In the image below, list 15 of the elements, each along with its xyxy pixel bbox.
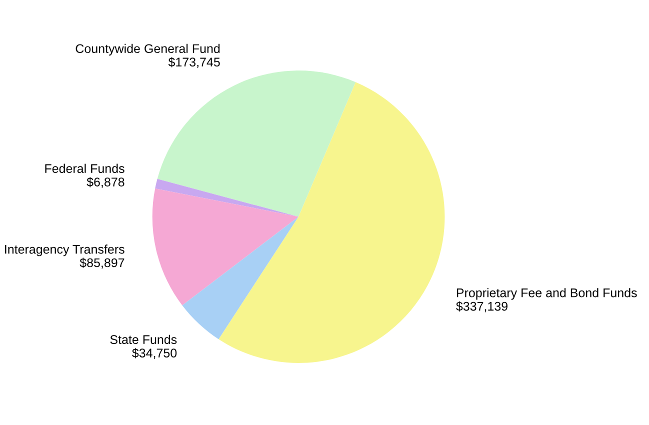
pie-slice: [157, 70, 356, 217]
pie-slice: [182, 216, 299, 340]
pie-slice: [218, 82, 445, 363]
slice-label: Federal Funds: [45, 164, 124, 173]
data-label: $173,745: [168, 57, 220, 68]
data-label: $6,878: [86, 177, 124, 188]
data-label: $34,750: [132, 348, 177, 359]
slice-label: Proprietary Fee and Bond Funds: [456, 288, 637, 300]
data-label: $337,139: [456, 301, 508, 312]
slice-label: Countywide General Fund: [76, 44, 220, 56]
slice-label: Interagency Transfers: [5, 244, 124, 256]
data-label: $85,897: [80, 258, 124, 269]
pie-slice: [152, 188, 299, 306]
slice-label: State Funds: [110, 334, 177, 344]
pie-slice: [155, 178, 299, 217]
